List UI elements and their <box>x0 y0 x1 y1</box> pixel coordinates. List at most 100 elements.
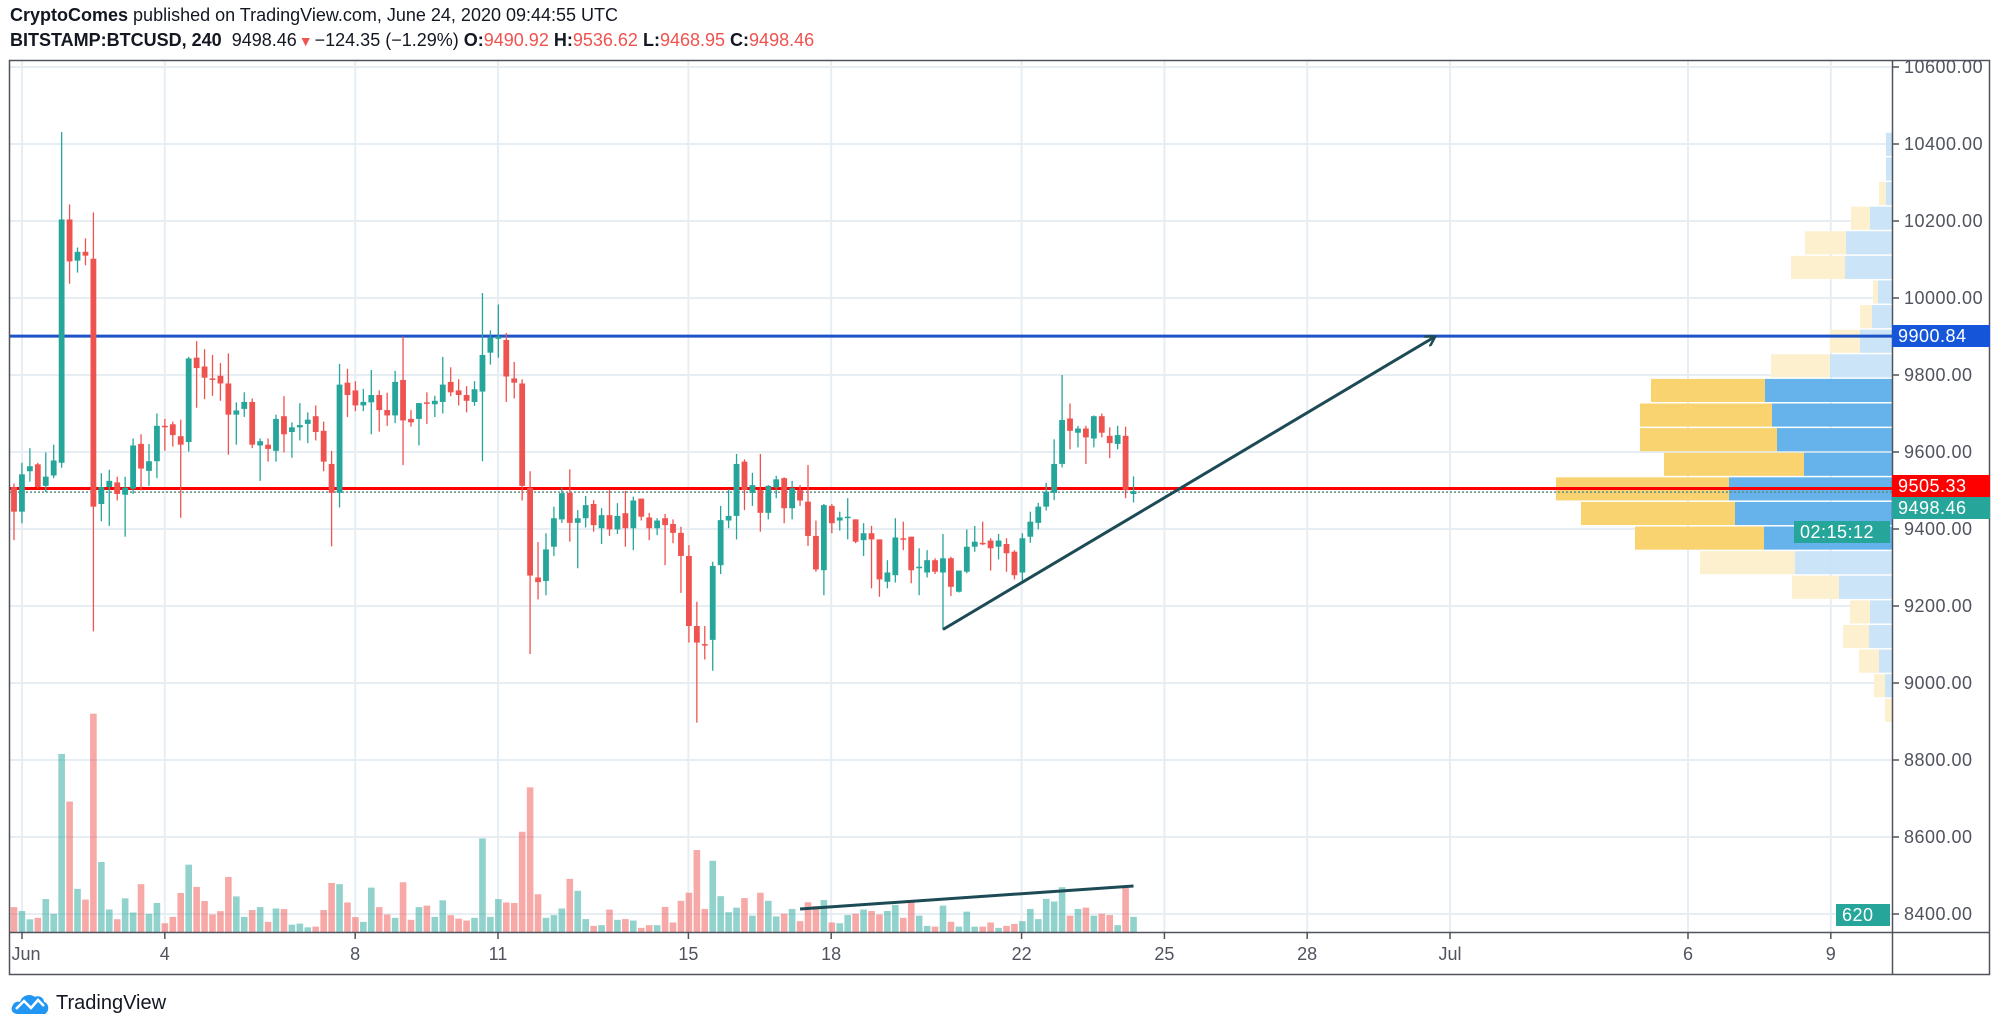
volume-bar <box>677 900 685 932</box>
candle <box>368 369 375 435</box>
annotations[interactable] <box>799 337 1435 911</box>
candle-body <box>233 410 240 415</box>
candle-body <box>709 565 716 640</box>
volume-bar <box>375 907 383 932</box>
candle-body <box>852 519 859 542</box>
candle-body <box>487 337 494 353</box>
candle-body <box>289 427 295 432</box>
volume-bar <box>1090 915 1098 932</box>
candle-body <box>479 354 486 392</box>
candle-body <box>471 389 478 402</box>
candle <box>320 421 327 472</box>
volume-bar <box>630 920 637 932</box>
candle <box>106 469 113 526</box>
candle-body <box>598 515 605 529</box>
candle <box>995 534 1002 560</box>
candle-body <box>678 532 684 556</box>
candle <box>828 503 835 534</box>
volume-bar <box>669 922 677 932</box>
profile-up-bar <box>1869 624 1892 649</box>
volume-bar <box>574 890 582 932</box>
candle <box>1019 533 1026 581</box>
candle-body <box>455 390 462 396</box>
volume-bar <box>98 862 105 932</box>
profile-down-bar <box>1843 624 1869 649</box>
x-tick-label: 11 <box>488 944 508 964</box>
candle <box>670 519 676 544</box>
candle-body <box>979 542 986 545</box>
volume-bar <box>296 923 304 932</box>
trend-arrow[interactable] <box>942 337 1435 631</box>
volume-bar <box>161 923 169 932</box>
candle-body <box>217 375 224 384</box>
candle <box>820 503 827 596</box>
volume-bar <box>931 926 939 932</box>
candle <box>805 465 811 546</box>
candle <box>781 477 788 524</box>
candle-body <box>916 566 923 569</box>
volume-bar <box>876 914 883 932</box>
volume-bar <box>1058 887 1066 932</box>
author-name[interactable]: CryptoComes <box>10 5 129 25</box>
candle-body <box>749 485 756 493</box>
volume-bar <box>661 906 669 932</box>
candle <box>527 471 533 655</box>
candle <box>1075 425 1081 448</box>
candle <box>535 542 541 600</box>
candle <box>693 601 700 723</box>
candle-body <box>122 487 129 495</box>
candle <box>249 398 256 449</box>
last-volume-label: 620 <box>1836 904 1890 926</box>
volume-bar <box>701 908 709 932</box>
candle-body <box>614 515 621 530</box>
profile-up-bar <box>1765 378 1892 403</box>
profile-up-bar <box>1870 206 1892 230</box>
volume-trendline[interactable] <box>799 884 1134 911</box>
profile-up-bar <box>1846 231 1892 255</box>
candle-body <box>551 518 557 547</box>
candle-body <box>908 536 915 571</box>
tradingview-logo[interactable]: TradingView <box>10 990 166 1016</box>
candle-body <box>463 395 470 401</box>
volume-bar <box>685 892 693 932</box>
candle-body <box>1122 435 1129 491</box>
candle <box>185 356 192 452</box>
candle-body <box>257 441 264 446</box>
volume-bar <box>1011 923 1018 932</box>
candle <box>281 396 287 453</box>
candle <box>169 421 176 447</box>
profile-up-bar <box>1885 674 1892 698</box>
candle <box>201 349 208 400</box>
candle <box>193 341 200 408</box>
volume-bar <box>1122 887 1129 932</box>
volume-bar <box>455 918 462 932</box>
plot-area[interactable] <box>10 132 1892 932</box>
candle-body <box>836 517 843 521</box>
candle <box>789 480 796 520</box>
candle <box>1059 375 1065 468</box>
candle <box>1083 425 1089 464</box>
candle-body <box>773 479 780 488</box>
candle-body <box>725 515 732 521</box>
profile-down-bar <box>1771 354 1830 378</box>
volume-bar <box>74 888 81 932</box>
volume-bar <box>955 926 963 932</box>
profile-down-bar <box>1792 575 1839 599</box>
open-label: O: <box>463 30 484 50</box>
candle-body <box>360 401 367 406</box>
candle <box>74 247 81 273</box>
horizontal-lines[interactable] <box>10 334 1892 493</box>
candle-body <box>368 395 375 403</box>
volume-bar <box>487 916 494 932</box>
last-price-label: 9498.46 <box>1892 497 1990 519</box>
x-tick-label: 9 <box>1825 944 1836 964</box>
candle <box>1043 482 1050 511</box>
x-tick-label: 6 <box>1682 944 1694 964</box>
volume-bar <box>304 927 312 932</box>
volume-bar <box>145 913 153 932</box>
price-axis[interactable]: 10600.00 10400.00 10200.00 10000.00 9800.00 9… <box>1893 61 1989 931</box>
symbol-name[interactable]: BITSTAMP:BTCUSD, 240 <box>10 30 222 50</box>
volume-bar <box>923 925 931 932</box>
volume-bar <box>105 909 113 932</box>
